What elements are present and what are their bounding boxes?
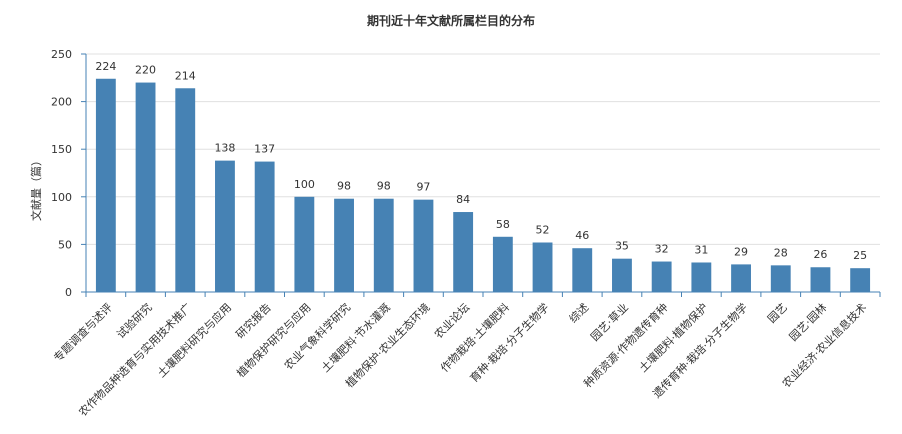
category-label: 试验研究: [114, 300, 155, 341]
y-tick-label: 200: [51, 96, 72, 109]
data-label: 137: [254, 143, 275, 156]
category-label: 土壤肥料研究与应用: [154, 300, 234, 380]
data-label: 97: [416, 181, 430, 194]
category-label: 土壤肥料·植物保护: [636, 300, 711, 375]
y-tick-label: 50: [58, 238, 72, 251]
category-label: 园艺: [765, 301, 790, 326]
data-label: 58: [496, 218, 510, 231]
category-label: 植物保护研究与应用: [234, 300, 314, 380]
category-label: 作物栽培·土壤肥料: [437, 300, 512, 375]
bar[interactable]: [850, 268, 871, 292]
bar[interactable]: [373, 198, 394, 292]
bar[interactable]: [175, 88, 196, 292]
data-label: 98: [377, 180, 391, 193]
category-label: 农业气象科学研究: [281, 300, 353, 372]
bar[interactable]: [731, 264, 751, 292]
data-label: 224: [95, 60, 116, 73]
category-label: 专题调查与述评: [51, 300, 115, 364]
data-label: 46: [575, 229, 589, 242]
category-label: 研究报告: [233, 300, 274, 341]
bar[interactable]: [294, 196, 315, 292]
bar[interactable]: [334, 198, 354, 292]
axes: [81, 53, 881, 297]
category-label: 土壤肥料·节水灌溉: [318, 300, 393, 375]
data-label: 220: [135, 64, 156, 77]
bar[interactable]: [413, 199, 434, 292]
data-label: 100: [294, 178, 315, 191]
data-label: 138: [214, 142, 235, 155]
bar[interactable]: [612, 258, 632, 292]
data-label: 35: [615, 240, 629, 253]
bar[interactable]: [532, 242, 553, 292]
data-label: 31: [694, 243, 708, 256]
category-label: 农业论坛: [431, 300, 472, 341]
data-label: 28: [774, 246, 788, 259]
data-label: 52: [536, 223, 550, 236]
data-label: 29: [734, 245, 748, 258]
y-tick-label: 150: [51, 143, 72, 156]
bar[interactable]: [770, 265, 791, 292]
bar[interactable]: [215, 160, 235, 292]
y-tick-label: 0: [65, 286, 72, 299]
y-axis-title: 文献量（篇）: [29, 155, 43, 221]
bar[interactable]: [572, 248, 593, 292]
bar[interactable]: [135, 82, 156, 292]
bars: [95, 78, 871, 292]
data-label: 214: [175, 69, 196, 82]
data-label: 98: [337, 180, 351, 193]
data-label: 26: [813, 248, 827, 261]
bar[interactable]: [810, 267, 831, 292]
category-label: 育种·栽培·分子生物学: [467, 300, 552, 385]
chart-title: 期刊近十年文献所属栏目的分布: [366, 14, 535, 28]
bar[interactable]: [492, 236, 513, 292]
gridlines: [86, 53, 880, 245]
bar[interactable]: [453, 212, 474, 292]
category-label: 综述: [566, 300, 591, 325]
data-label: 25: [853, 249, 867, 262]
y-tick-label: 250: [51, 48, 72, 61]
bar[interactable]: [691, 262, 712, 292]
bar[interactable]: [254, 161, 275, 292]
data-label: 84: [456, 193, 470, 206]
bar[interactable]: [651, 261, 672, 292]
y-tick-label: 100: [51, 191, 72, 204]
bar[interactable]: [95, 78, 116, 292]
data-label: 32: [655, 243, 669, 256]
